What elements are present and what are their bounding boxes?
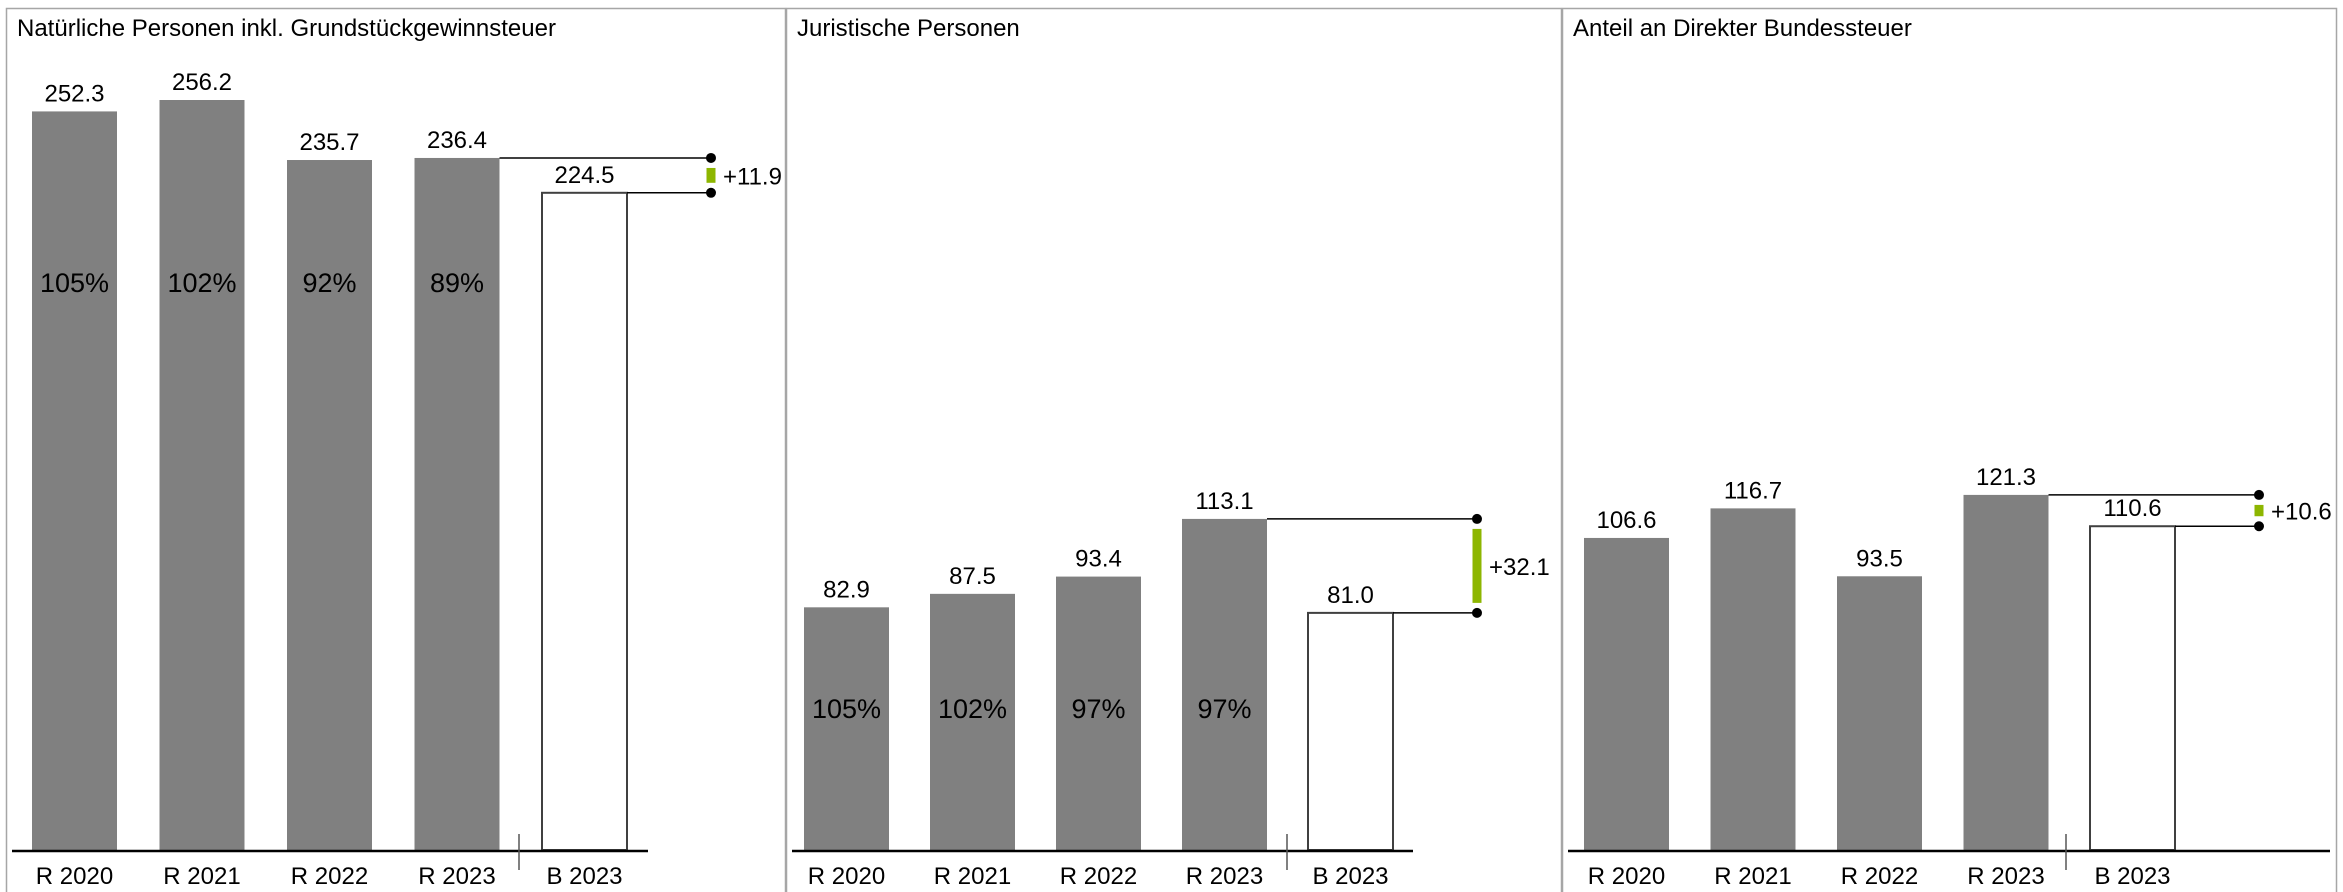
variance-endpoint [706, 152, 716, 163]
actual-bar [414, 157, 500, 850]
chart-title: Natürliche Personen inkl. Grundstückgewi… [17, 15, 556, 42]
chart-panel-1: Natürliche Personen inkl. Grundstückgewi… [5, 7, 787, 892]
actual-bar [1963, 494, 2049, 850]
panel-border [785, 7, 1563, 892]
actual-bar [1056, 576, 1141, 850]
variance-bar [1472, 528, 1482, 603]
category-label: R 2021 [1714, 863, 1791, 890]
bar-value-label: 81.0 [1327, 582, 1374, 609]
panel-border [1561, 7, 2338, 892]
actual-bar [1710, 508, 1796, 850]
category-label: R 2021 [163, 863, 240, 890]
category-label: R 2023 [418, 863, 495, 890]
variance-endpoint [1472, 513, 1482, 524]
bar-value-label: 235.7 [299, 129, 359, 156]
budget-bar [541, 191, 628, 852]
bar-value-label: 116.7 [1724, 477, 1782, 504]
bar-value-label: 236.4 [427, 127, 487, 154]
category-label: R 2021 [934, 863, 1011, 890]
bar-value-label: 224.5 [554, 162, 614, 189]
budget-bar [2089, 525, 2176, 851]
chart-panel-2: Juristische Personen 82.9 105% R 2020 87.5 10… [785, 7, 1563, 892]
actual-bar [1837, 576, 1922, 850]
panel-border [5, 7, 787, 892]
category-label: R 2022 [291, 863, 368, 890]
variance-label: +11.9 [723, 163, 782, 190]
actual-bar [1182, 518, 1267, 850]
variance-endpoint [2254, 489, 2264, 500]
category-label: R 2022 [1841, 863, 1918, 890]
actual-bar [159, 100, 245, 850]
bar-value-label: 252.3 [44, 80, 104, 107]
bar-value-label: 256.2 [172, 69, 232, 96]
bar-value-label: 110.6 [2103, 495, 2161, 522]
category-label: R 2023 [1186, 863, 1263, 890]
bar-percent-label: 97% [1197, 694, 1251, 724]
variance-label: +10.6 [2271, 499, 2332, 526]
bar-value-label: 121.3 [1976, 464, 2036, 491]
bar-percent-label: 89% [430, 268, 484, 298]
actual-bar [287, 160, 372, 850]
bar-percent-label: 102% [938, 694, 1007, 724]
chart-panel-3: Anteil an Direkter Bundessteuer 106.6 R 20… [1561, 7, 2338, 892]
category-label: B 2023 [546, 863, 622, 890]
category-label: R 2020 [36, 863, 113, 890]
bar-percent-label: 97% [1071, 694, 1125, 724]
bar-value-label: 106.6 [1596, 507, 1656, 534]
category-label: R 2022 [1060, 863, 1137, 890]
variance-endpoint [2254, 521, 2264, 532]
category-label: R 2020 [1588, 863, 1665, 890]
category-label: B 2023 [1312, 863, 1388, 890]
bar-percent-label: 105% [812, 694, 881, 724]
category-label: B 2023 [2094, 863, 2170, 890]
actual-bar [32, 111, 117, 850]
variance-endpoint [706, 187, 716, 198]
chart-title: Juristische Personen [797, 15, 1020, 42]
category-label: R 2023 [1967, 863, 2044, 890]
bar-value-label: 87.5 [949, 563, 996, 590]
actual-bar [804, 607, 889, 850]
bar-percent-label: 105% [40, 268, 109, 298]
actual-bar [930, 593, 1015, 850]
bar-value-label: 82.9 [823, 576, 870, 603]
variance-bar [2254, 504, 2264, 517]
bar-percent-label: 102% [167, 268, 236, 298]
variance-endpoint [1472, 607, 1482, 618]
variance-label: +32.1 [1489, 554, 1550, 581]
bar-percent-label: 92% [302, 268, 356, 298]
bar-value-label: 93.4 [1075, 546, 1122, 573]
budget-bar [1307, 611, 1394, 851]
bar-value-label: 93.5 [1856, 545, 1903, 572]
actual-bar [1584, 537, 1669, 850]
chart-title: Anteil an Direkter Bundessteuer [1573, 15, 1912, 42]
bar-value-label: 113.1 [1195, 488, 1253, 515]
variance-bar [706, 167, 716, 183]
category-label: R 2020 [808, 863, 885, 890]
